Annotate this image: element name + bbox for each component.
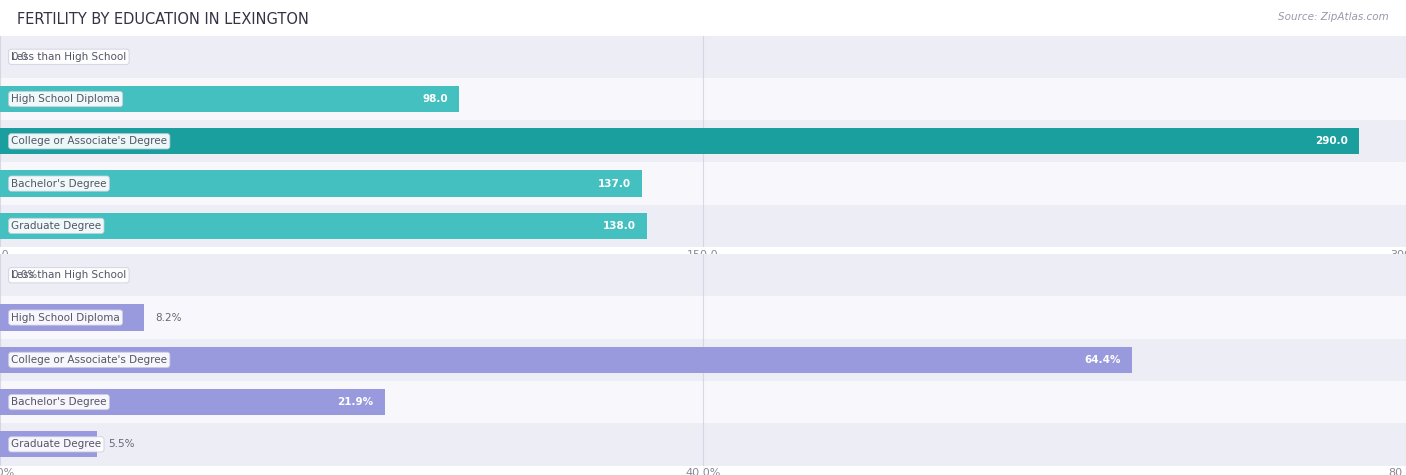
Text: 0.0%: 0.0% (11, 270, 38, 280)
Text: 290.0: 290.0 (1315, 136, 1348, 146)
Text: Bachelor's Degree: Bachelor's Degree (11, 179, 107, 189)
Text: Less than High School: Less than High School (11, 52, 127, 62)
Bar (0, 347, 1132, 373)
Text: 138.0: 138.0 (603, 221, 636, 231)
Bar (0, 431, 97, 457)
Bar (0, 389, 385, 415)
Text: 64.4%: 64.4% (1084, 355, 1121, 365)
Bar (0, 423, 1406, 466)
Text: FERTILITY BY EDUCATION IN LEXINGTON: FERTILITY BY EDUCATION IN LEXINGTON (17, 12, 309, 27)
Text: Bachelor's Degree: Bachelor's Degree (11, 397, 107, 407)
Bar (0, 339, 1406, 381)
Text: 0.0: 0.0 (11, 52, 28, 62)
Bar (0, 162, 1406, 205)
Bar (0, 304, 143, 331)
Bar (0, 36, 1406, 78)
Text: High School Diploma: High School Diploma (11, 313, 120, 323)
Bar (0, 171, 643, 197)
Bar (0, 205, 1406, 247)
Text: Graduate Degree: Graduate Degree (11, 221, 101, 231)
Text: 98.0: 98.0 (422, 94, 449, 104)
Bar (0, 254, 1406, 296)
Text: 8.2%: 8.2% (155, 313, 181, 323)
Text: Less than High School: Less than High School (11, 270, 127, 280)
Bar (0, 120, 1406, 162)
Text: 5.5%: 5.5% (108, 439, 135, 449)
Bar (0, 381, 1406, 423)
Text: College or Associate's Degree: College or Associate's Degree (11, 136, 167, 146)
Bar (0, 86, 460, 112)
Text: High School Diploma: High School Diploma (11, 94, 120, 104)
Text: 21.9%: 21.9% (337, 397, 374, 407)
Text: Source: ZipAtlas.com: Source: ZipAtlas.com (1278, 12, 1389, 22)
Bar (0, 128, 1360, 154)
Bar (0, 213, 647, 239)
Text: Graduate Degree: Graduate Degree (11, 439, 101, 449)
Text: College or Associate's Degree: College or Associate's Degree (11, 355, 167, 365)
Bar (0, 296, 1406, 339)
Bar (0, 78, 1406, 120)
Text: 137.0: 137.0 (598, 179, 631, 189)
